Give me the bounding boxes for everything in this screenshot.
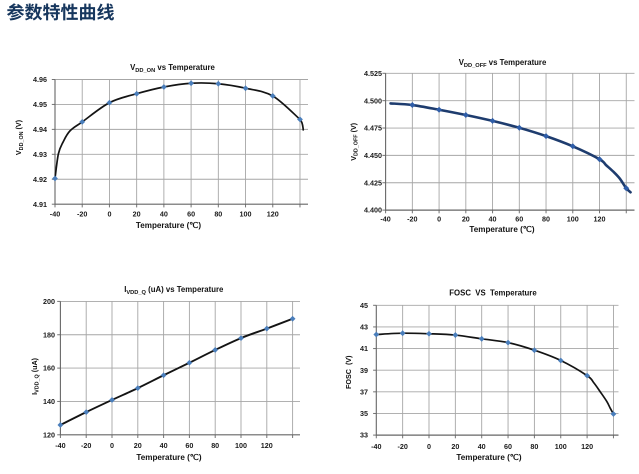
svg-text:FOSC VS Temperature: FOSC VS Temperature xyxy=(449,289,537,298)
svg-text:40: 40 xyxy=(489,214,497,223)
svg-text:20: 20 xyxy=(462,214,470,223)
svg-text:60: 60 xyxy=(185,441,193,450)
svg-text:0: 0 xyxy=(110,441,114,450)
svg-text:4.450: 4.450 xyxy=(364,151,382,160)
svg-text:80: 80 xyxy=(211,441,219,450)
svg-text:Temperature (℃): Temperature (℃) xyxy=(136,453,201,462)
svg-text:33: 33 xyxy=(360,431,368,440)
svg-text:45: 45 xyxy=(360,301,368,310)
svg-text:40: 40 xyxy=(160,210,168,219)
svg-text:0: 0 xyxy=(107,210,111,219)
svg-text:4.500: 4.500 xyxy=(364,96,382,105)
svg-text:VDD_ON vs Temperature: VDD_ON vs Temperature xyxy=(130,63,215,74)
svg-text:4.400: 4.400 xyxy=(364,206,382,215)
svg-text:80: 80 xyxy=(214,210,222,219)
svg-text:-40: -40 xyxy=(50,210,60,219)
svg-text:100: 100 xyxy=(235,441,247,450)
svg-text:160: 160 xyxy=(43,364,55,373)
svg-text:120: 120 xyxy=(43,430,55,439)
svg-text:100: 100 xyxy=(567,214,579,223)
svg-text:40: 40 xyxy=(160,441,168,450)
svg-text:20: 20 xyxy=(133,210,141,219)
svg-text:4.93: 4.93 xyxy=(33,150,47,159)
svg-text:20: 20 xyxy=(134,441,142,450)
svg-text:100: 100 xyxy=(240,210,252,219)
svg-text:120: 120 xyxy=(594,214,606,223)
svg-text:60: 60 xyxy=(187,210,195,219)
svg-text:120: 120 xyxy=(581,442,593,451)
svg-text:80: 80 xyxy=(530,442,538,451)
svg-text:120: 120 xyxy=(261,441,273,450)
svg-text:-20: -20 xyxy=(407,214,417,223)
svg-text:VDD_OFF vs Temperature: VDD_OFF vs Temperature xyxy=(459,58,547,69)
svg-text:180: 180 xyxy=(43,330,55,339)
svg-text:-20: -20 xyxy=(397,442,407,451)
svg-text:140: 140 xyxy=(43,397,55,406)
svg-text:35: 35 xyxy=(360,409,368,418)
svg-text:VDD_ON (V): VDD_ON (V) xyxy=(14,119,25,155)
svg-text:4.425: 4.425 xyxy=(364,178,382,187)
svg-text:37: 37 xyxy=(360,387,368,396)
svg-text:60: 60 xyxy=(504,442,512,451)
svg-text:-20: -20 xyxy=(77,210,87,219)
svg-text:IVDD_Q (uA) vs Temperature: IVDD_Q (uA) vs Temperature xyxy=(124,285,224,296)
svg-text:IVDD_Q (uA): IVDD_Q (uA) xyxy=(30,357,41,395)
svg-text:Temperature (℃): Temperature (℃) xyxy=(136,221,201,230)
svg-text:-40: -40 xyxy=(371,442,381,451)
svg-text:120: 120 xyxy=(267,210,279,219)
svg-text:0: 0 xyxy=(437,214,441,223)
svg-text:FOSC (V): FOSC (V) xyxy=(344,355,353,389)
svg-text:Temperature (℃): Temperature (℃) xyxy=(456,453,521,462)
svg-text:0: 0 xyxy=(427,442,431,451)
svg-text:4.94: 4.94 xyxy=(33,125,47,134)
svg-text:-20: -20 xyxy=(81,441,91,450)
svg-text:4.96: 4.96 xyxy=(33,75,47,84)
svg-text:80: 80 xyxy=(542,214,550,223)
svg-text:-40: -40 xyxy=(380,214,390,223)
svg-text:4.475: 4.475 xyxy=(364,124,382,133)
svg-text:-40: -40 xyxy=(55,441,65,450)
svg-text:4.525: 4.525 xyxy=(364,69,382,78)
svg-text:39: 39 xyxy=(360,366,368,375)
svg-text:4.95: 4.95 xyxy=(33,100,47,109)
svg-text:20: 20 xyxy=(451,442,459,451)
svg-text:200: 200 xyxy=(43,297,55,306)
svg-text:100: 100 xyxy=(555,442,567,451)
svg-text:40: 40 xyxy=(478,442,486,451)
svg-text:41: 41 xyxy=(360,344,368,353)
svg-text:60: 60 xyxy=(515,214,523,223)
svg-text:43: 43 xyxy=(360,323,368,332)
svg-text:4.92: 4.92 xyxy=(33,175,47,184)
svg-text:VDD_OFF (V): VDD_OFF (V) xyxy=(349,122,360,161)
svg-text:4.91: 4.91 xyxy=(33,200,47,209)
svg-text:Temperature (℃): Temperature (℃) xyxy=(469,225,534,234)
